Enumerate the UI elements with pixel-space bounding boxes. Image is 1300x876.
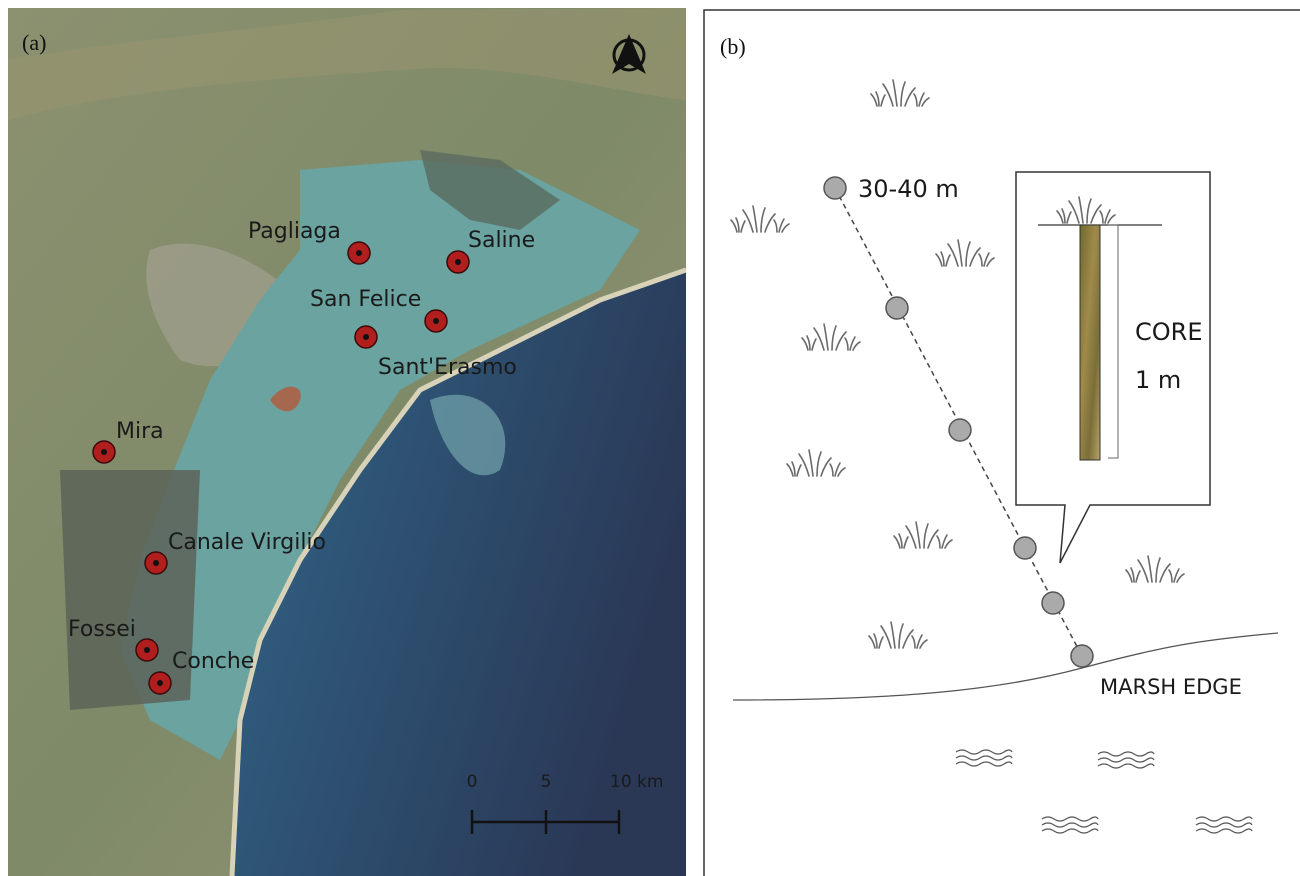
site-marker-dot bbox=[433, 318, 439, 324]
core-label: 1 m bbox=[1135, 366, 1181, 394]
site-label: San Felice bbox=[310, 287, 421, 312]
site-marker-dot bbox=[363, 334, 369, 340]
figure: (a) Pagliaga Saline San Felice Sant'Erasmo M… bbox=[0, 0, 1300, 876]
scale-label: 0 bbox=[467, 772, 478, 792]
site-label: Canale Virgilio bbox=[168, 530, 326, 555]
site-label: Saline bbox=[468, 228, 535, 253]
site-marker-dot bbox=[157, 680, 163, 686]
core-label: CORE bbox=[1135, 318, 1203, 346]
site-marker-dot bbox=[101, 449, 107, 455]
site-label: Fossei bbox=[68, 617, 136, 642]
panel-label: (b) bbox=[720, 34, 746, 59]
site-label: Sant'Erasmo bbox=[378, 355, 517, 380]
edge-label: MARSH EDGE bbox=[1100, 675, 1242, 699]
site-marker-dot bbox=[153, 560, 159, 566]
core bbox=[1080, 225, 1100, 460]
panel-label: (a) bbox=[22, 30, 46, 55]
site-label: Conche bbox=[172, 649, 254, 674]
site-marker-dot bbox=[144, 647, 150, 653]
site-marker-dot bbox=[356, 250, 362, 256]
site-label: Pagliaga bbox=[248, 219, 341, 244]
scale-label: 5 bbox=[541, 772, 552, 792]
site-marker-dot bbox=[455, 259, 461, 265]
distance-label: 30-40 m bbox=[858, 175, 959, 203]
site-label: Mira bbox=[116, 419, 164, 444]
scale-label: 10 km bbox=[610, 772, 663, 792]
